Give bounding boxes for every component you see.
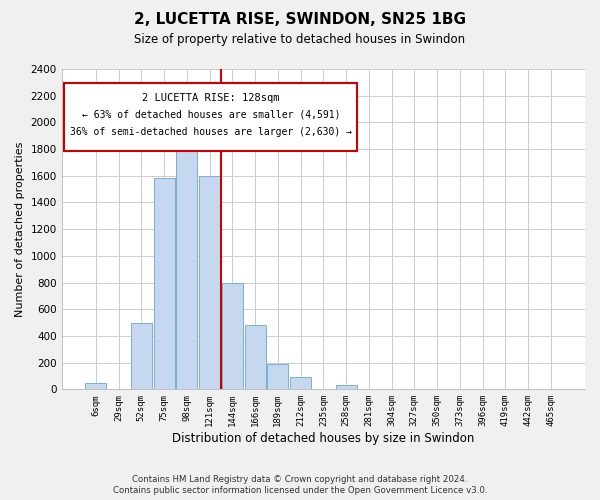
Text: Contains public sector information licensed under the Open Government Licence v3: Contains public sector information licen… [113,486,487,495]
Bar [176,129,197,390]
X-axis label: Distribution of detached houses by size in Swindon: Distribution of detached houses by size … [172,432,475,445]
Text: 2 LUCETTA RISE: 128sqm: 2 LUCETTA RISE: 128sqm [142,93,280,103]
Bar [199,176,220,390]
Y-axis label: Number of detached properties: Number of detached properties [15,142,25,317]
Text: 36% of semi-detached houses are larger (2,630) →: 36% of semi-detached houses are larger (… [70,126,352,136]
Bar [245,326,266,390]
Bar [268,364,289,390]
Text: Contains HM Land Registry data © Crown copyright and database right 2024.: Contains HM Land Registry data © Crown c… [132,475,468,484]
FancyBboxPatch shape [64,84,358,150]
Text: Size of property relative to detached houses in Swindon: Size of property relative to detached ho… [134,32,466,46]
Bar [85,382,106,390]
Text: ← 63% of detached houses are smaller (4,591): ← 63% of detached houses are smaller (4,… [82,110,340,120]
Bar [131,322,152,390]
Text: 2, LUCETTA RISE, SWINDON, SN25 1BG: 2, LUCETTA RISE, SWINDON, SN25 1BG [134,12,466,28]
Bar [222,282,243,390]
Bar [290,378,311,390]
Bar [335,386,356,390]
Bar [154,178,175,390]
